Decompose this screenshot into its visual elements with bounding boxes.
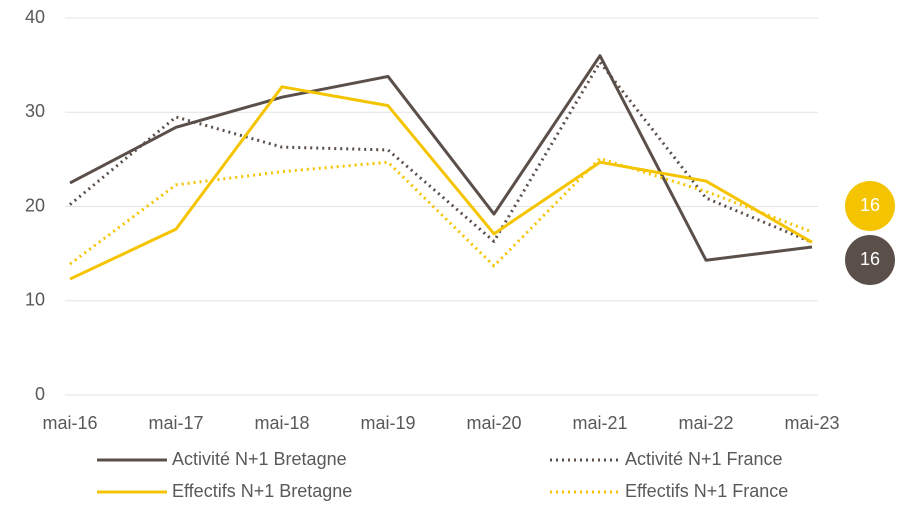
x-tick-label: mai-20 (466, 413, 521, 433)
y-tick-label: 10 (25, 290, 45, 310)
end-label: 16 (860, 195, 880, 215)
series-line (69, 85, 813, 281)
y-tick-label: 0 (35, 384, 45, 404)
x-tick-label: mai-21 (572, 413, 627, 433)
legend-label: Activité N+1 Bretagne (172, 449, 347, 469)
end-badge (845, 181, 895, 231)
x-tick-label: mai-17 (148, 413, 203, 433)
x-tick-label: mai-19 (360, 413, 415, 433)
x-tick-label: mai-22 (678, 413, 733, 433)
x-tick-label: mai-18 (254, 413, 309, 433)
y-tick-label: 40 (25, 7, 45, 27)
legend-label: Effectifs N+1 France (625, 481, 788, 501)
y-tick-label: 20 (25, 195, 45, 215)
series-line (69, 156, 813, 268)
legend-label: Effectifs N+1 Bretagne (172, 481, 352, 501)
legend-label: Activité N+1 France (625, 449, 783, 469)
x-tick-label: mai-23 (784, 413, 839, 433)
series-line (69, 54, 813, 262)
x-tick-label: mai-16 (42, 413, 97, 433)
end-label: 16 (860, 249, 880, 269)
end-badge (845, 235, 895, 285)
y-tick-label: 30 (25, 101, 45, 121)
